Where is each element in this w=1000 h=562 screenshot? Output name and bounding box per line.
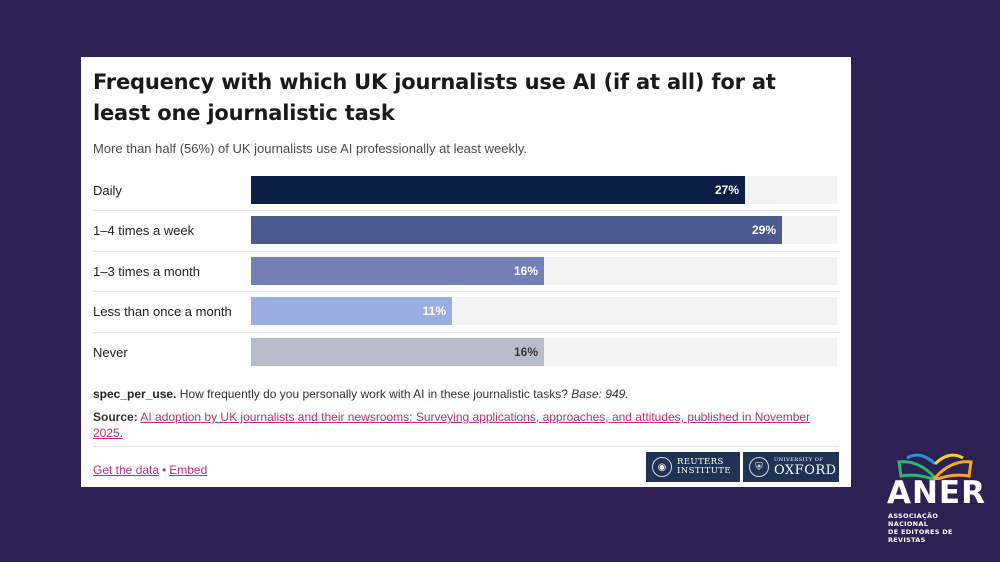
oxford-big-text: OXFORD (774, 463, 837, 478)
bar[interactable]: 11% (251, 297, 452, 326)
reuters-institute-logo[interactable]: ◉ REUTERS INSTITUTE (646, 452, 740, 482)
source-link[interactable]: AI adoption by UK journalists and their … (93, 410, 811, 440)
get-data-link[interactable]: Get the data (93, 463, 160, 477)
source-line: Source: AI adoption by UK journalists an… (93, 409, 833, 441)
bar[interactable]: 29% (251, 216, 782, 245)
bar-track: 29% (251, 216, 837, 245)
category-label: 1–4 times a week (93, 223, 195, 239)
question-base: Base: 949. (571, 387, 629, 401)
category-label: 1–3 times a month (93, 263, 200, 279)
chart-row: 1–4 times a week 29% (93, 211, 839, 252)
aner-sub-line2: DE EDITORES DE REVISTAS (888, 528, 953, 544)
bar-value-label: 27% (714, 183, 739, 197)
chart-title: Frequency with which UK journalists use … (93, 70, 776, 125)
category-label: Less than once a month (93, 304, 232, 320)
bar-value-label: 16% (513, 344, 538, 359)
chart-row: 1–3 times a month 16% (93, 252, 839, 293)
category-label: Daily (93, 183, 122, 198)
aner-wordmark: ANER (887, 475, 986, 511)
reuters-line1: REUTERS (677, 457, 724, 467)
bar[interactable]: 27% (251, 176, 745, 204)
crest-icon: ⛨ (749, 457, 769, 477)
bar-value-label: 11% (422, 304, 446, 319)
bar[interactable]: 16% (251, 337, 544, 366)
chart-row: Daily 27% (93, 171, 839, 212)
bar-track: 16% (251, 256, 837, 285)
chart-card: Frequency with which UK journalists use … (81, 57, 851, 487)
chart-row: Less than once a month 11% (93, 292, 839, 333)
question-code: spec_per_use. (93, 387, 177, 401)
bar-track: 11% (251, 297, 837, 326)
bar-value-label: 29% (751, 223, 776, 238)
chart-subtitle: More than half (56%) of UK journalists u… (93, 141, 528, 156)
question-text: How frequently do you personally work wi… (176, 387, 572, 401)
oxford-university-logo[interactable]: ⛨ UNIVERSITY OF OXFORD (743, 452, 839, 482)
footer-links: Get the data • Embed (93, 463, 207, 477)
bar-value-label: 16% (513, 263, 538, 278)
footer-divider (93, 446, 839, 447)
embed-link[interactable]: Embed (169, 463, 208, 477)
bar-track: 16% (251, 337, 837, 366)
aner-sub-line1: ASSOCIAÇÃO NACIONAL (888, 512, 939, 528)
aner-book-icon (897, 453, 973, 480)
oxford-small-text: UNIVERSITY OF (774, 457, 824, 463)
bar-chart: Daily 27% 1–4 times a week 29% 1–3 times a m… (93, 171, 839, 373)
aner-subtitle: ASSOCIAÇÃO NACIONAL DE EDITORES DE REVIS… (888, 512, 980, 544)
link-separator: • (162, 463, 167, 477)
reuters-line2: INSTITUTE (677, 466, 731, 476)
question-note: spec_per_use. How frequently do you pers… (93, 387, 839, 401)
chart-row: Never 16% (93, 333, 839, 373)
category-label: Never (93, 344, 128, 360)
globe-icon: ◉ (652, 457, 672, 477)
bar-track: 27% (251, 176, 837, 204)
bar[interactable]: 16% (251, 256, 544, 285)
source-label: Source: (93, 410, 138, 424)
